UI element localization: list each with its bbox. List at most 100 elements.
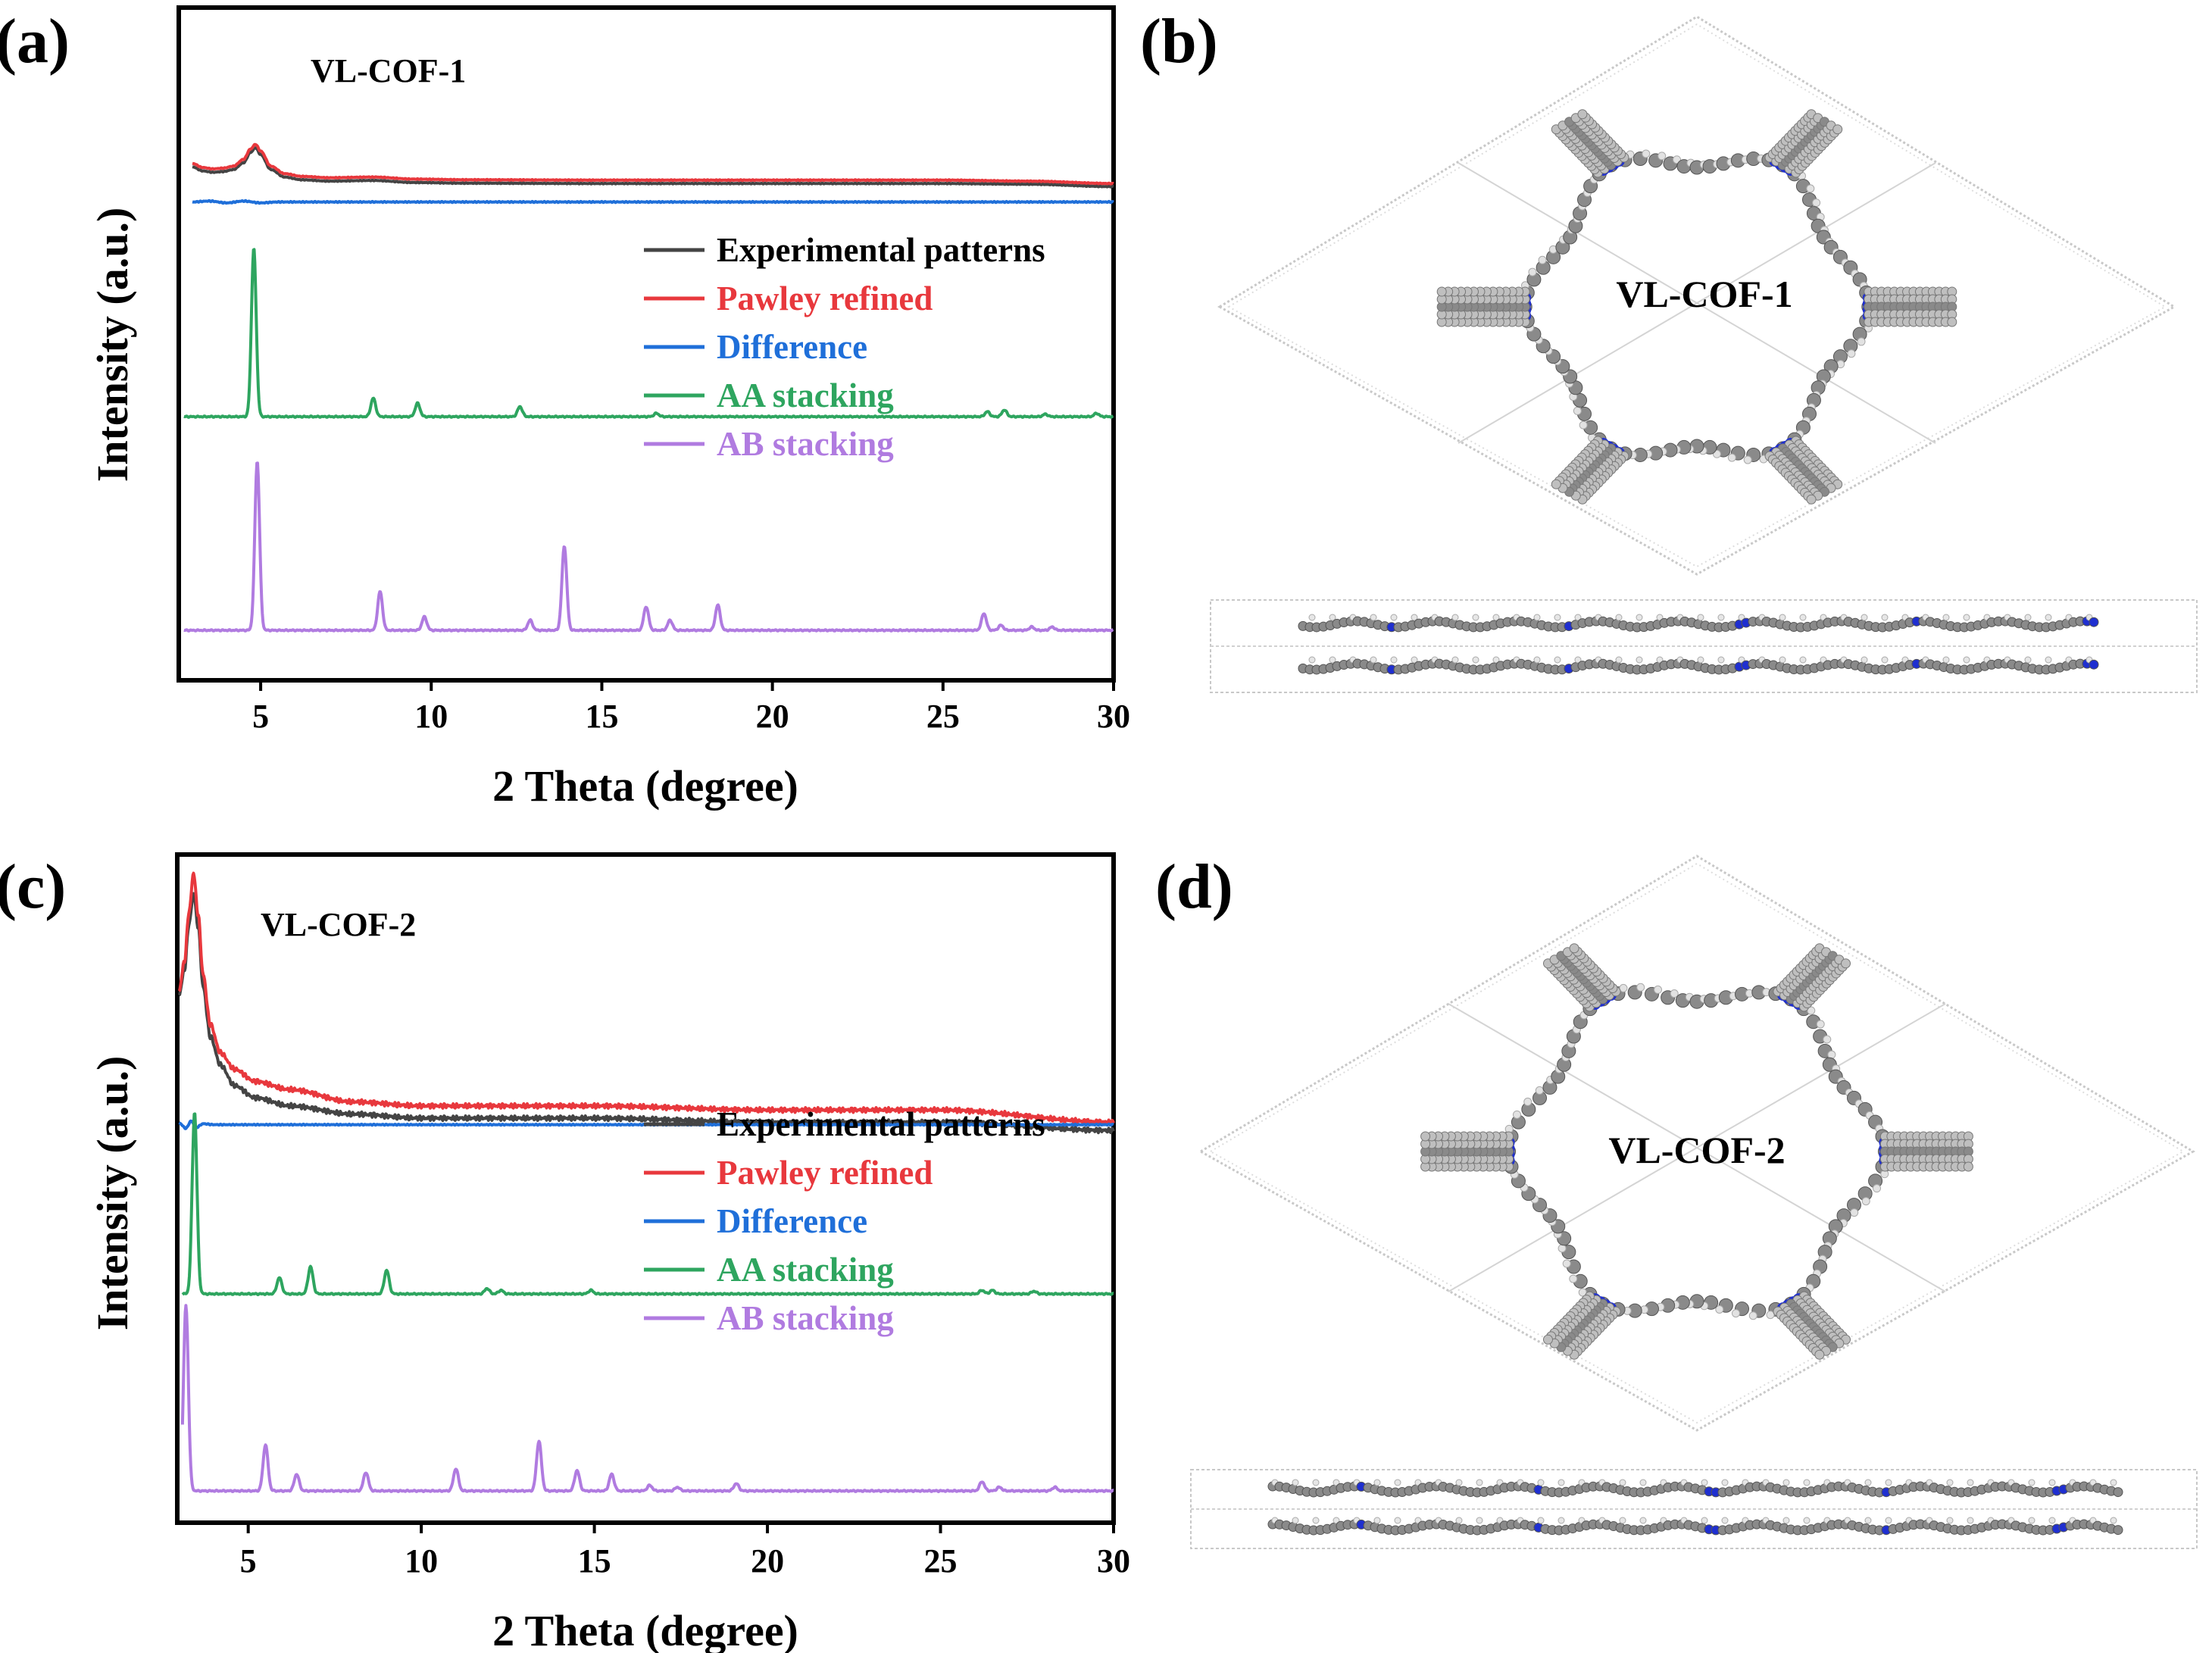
series-line-ab — [180, 1304, 1115, 1493]
legend: Experimental patterns Pawley refined Diffe… — [644, 1105, 1045, 1337]
layer-hydrogen — [1963, 656, 1970, 664]
structure-vl-cof-1: VL-COF-1 — [1210, 15, 2198, 693]
layer-hydrogen — [1779, 614, 1786, 621]
x-axis-title: 2 Theta (degree) — [492, 1606, 798, 1653]
hydrogen-atom — [1807, 1006, 1816, 1015]
layer-hydrogen — [1472, 614, 1479, 621]
chart-title: VL-COF-1 — [311, 52, 466, 89]
layer-hydrogen — [2028, 1517, 2035, 1524]
layer-hydrogen — [1656, 614, 1664, 621]
cell-diagonal — [1457, 162, 1936, 444]
xrd-chart-vl-cof-1: 5 10 15 20 25 30 VL-COF-1 2 Theta (degree) In… — [88, 5, 1130, 811]
hydrogen-atom — [1812, 198, 1821, 208]
layer-hydrogen — [1472, 656, 1479, 664]
layer-hydrogen — [1782, 1517, 1790, 1524]
layer-hydrogen — [2110, 1517, 2117, 1524]
legend-label-aa: AA stacking — [717, 377, 894, 414]
layer-hydrogen — [1881, 614, 1889, 621]
hydrogen-atom — [1657, 152, 1667, 161]
layer-hydrogen — [1370, 614, 1377, 621]
hydrogen-atom — [1573, 406, 1582, 415]
layer-hydrogen — [1701, 1517, 1708, 1524]
x-tick-label: 10 — [414, 698, 448, 735]
layer-hydrogen — [1946, 1479, 1954, 1486]
layer-hydrogen — [1451, 614, 1459, 621]
chart-title: VL-COF-2 — [261, 906, 416, 943]
legend-label-aa: AA stacking — [717, 1251, 894, 1289]
panel-label-a: (a) — [0, 6, 70, 77]
layer-hydrogen — [1721, 1517, 1729, 1524]
hydrogen-atom — [1861, 1197, 1870, 1206]
x-tick-label: 25 — [926, 698, 960, 735]
layer-atom — [2113, 1525, 2123, 1536]
panel-label-b: (b) — [1140, 6, 1218, 77]
legend: Experimental patterns Pawley refined Diffe… — [644, 231, 1045, 463]
layer-hydrogen — [1411, 656, 1418, 664]
layer-hydrogen — [2024, 614, 2032, 621]
hydrogen-atom — [1535, 1086, 1544, 1095]
layer-hydrogen — [1533, 656, 1541, 664]
hydrogen-atom — [1827, 1050, 1836, 1059]
layer-hydrogen — [1329, 614, 1336, 621]
x-tick-label: 30 — [1097, 698, 1130, 735]
layer-hydrogen — [1533, 614, 1541, 621]
layer-hydrogen — [1639, 1479, 1647, 1486]
series-line-aa — [181, 1112, 1115, 1296]
layer-hydrogen — [1717, 656, 1725, 664]
layer-hydrogen — [1717, 614, 1725, 621]
layer-hydrogen — [1697, 656, 1704, 664]
layer-hydrogen — [1881, 656, 1889, 664]
layer-hydrogen — [2045, 656, 2052, 664]
x-axis-ticks: 5 10 15 20 25 30 — [252, 680, 1130, 735]
series-group — [183, 142, 1115, 633]
layer-hydrogen — [1864, 1479, 1872, 1486]
layer-hydrogen — [1390, 614, 1398, 621]
layer-hydrogen — [1963, 614, 1970, 621]
arm-atom — [1806, 494, 1817, 505]
side-view-layers — [1210, 599, 2198, 693]
legend-label-ab: AB stacking — [717, 1299, 894, 1337]
legend-label-pawley: Pawley refined — [717, 280, 933, 317]
hydrogen-atom — [1642, 149, 1651, 158]
layer-hydrogen — [1333, 1517, 1340, 1524]
framework-ring — [1436, 109, 1957, 505]
hydrogen-atom — [1743, 455, 1752, 464]
x-tick-label: 5 — [252, 698, 269, 735]
series-line-ab — [183, 461, 1114, 633]
series-line-pawley — [177, 871, 1115, 1126]
layer-hydrogen — [1373, 1517, 1381, 1524]
hydrogen-atom — [1873, 1184, 1882, 1193]
layer-hydrogen — [1701, 1479, 1708, 1486]
layer-hydrogen — [1803, 1517, 1811, 1524]
layer-hydrogen — [1574, 656, 1582, 664]
layer-hydrogen — [1333, 1479, 1340, 1486]
layer-hydrogen — [1394, 1479, 1401, 1486]
x-axis-ticks: 5 10 15 20 25 30 — [240, 1523, 1130, 1580]
arm-atom — [1542, 1334, 1553, 1345]
layer-hydrogen — [1615, 614, 1623, 621]
layer-hydrogen — [1967, 1517, 1974, 1524]
layer-hydrogen — [1864, 1517, 1872, 1524]
layer-hydrogen — [1455, 1517, 1463, 1524]
hydrogen-atom — [1806, 184, 1815, 193]
hydrogen-atom — [1523, 1097, 1532, 1106]
layer-hydrogen — [1476, 1479, 1483, 1486]
legend-label-difference: Difference — [717, 1202, 867, 1240]
series-line-difference — [191, 198, 1115, 205]
layer-hydrogen — [1373, 1479, 1381, 1486]
layer-hydrogen — [2045, 614, 2052, 621]
layer-hydrogen — [2110, 1479, 2117, 1486]
layer-hydrogen — [1619, 1479, 1626, 1486]
layer-hydrogen — [1537, 1517, 1545, 1524]
hydrogen-atom — [1731, 1309, 1740, 1318]
layer-hydrogen — [1967, 1479, 1974, 1486]
arm-atom — [1551, 479, 1561, 489]
hydrogen-atom — [1816, 1020, 1825, 1029]
unit-cell-outline — [1217, 15, 2176, 576]
layer-hydrogen — [1292, 1517, 1299, 1524]
hydrogen-atom — [1528, 267, 1537, 277]
layer-hydrogen — [1636, 614, 1643, 621]
layer-hydrogen — [1861, 614, 1868, 621]
hydrogen-atom — [1636, 983, 1645, 992]
x-tick-label: 30 — [1097, 1542, 1130, 1580]
